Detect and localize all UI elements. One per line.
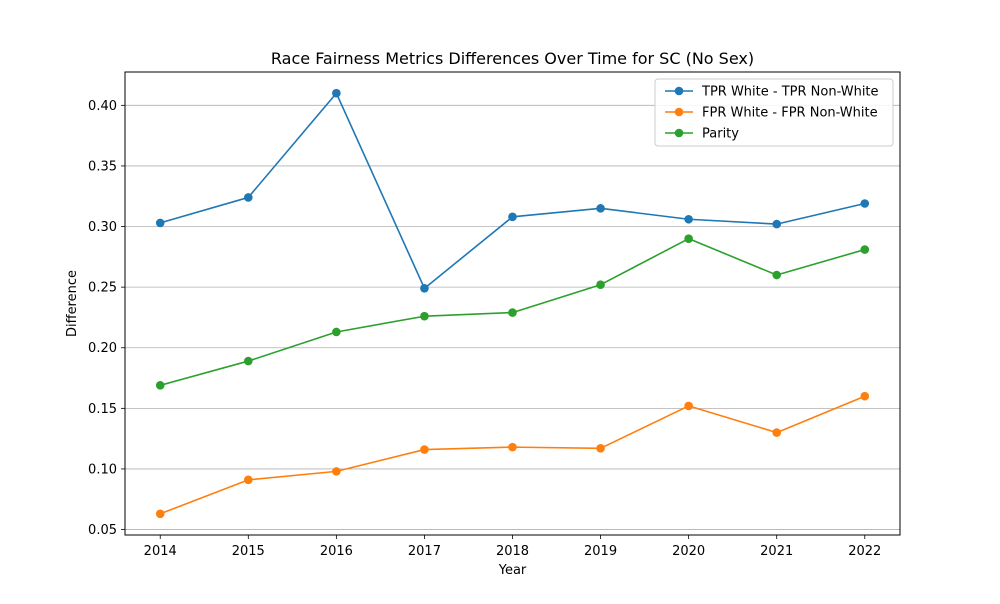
data-point [596, 204, 605, 213]
data-point [332, 467, 341, 476]
data-point [772, 428, 782, 437]
data-point [155, 381, 165, 390]
y-tick-label: 0.30 [88, 220, 117, 235]
data-point [332, 88, 341, 98]
data-point [596, 280, 605, 290]
legend-box [654, 78, 894, 147]
y-tick-label: 0.25 [88, 281, 117, 296]
data-point [243, 356, 253, 366]
x-tick-label: 2021 [760, 544, 793, 559]
data-point [860, 199, 870, 208]
legend-marker [674, 107, 684, 117]
data-point [508, 308, 517, 317]
x-axis-label: Year [498, 563, 527, 578]
x-tick-label: 2020 [672, 544, 705, 559]
data-point [860, 391, 870, 401]
series-1 [155, 88, 870, 293]
x-axis-ticks: 2014 2015 2016 2017 2018 2019 2020 2021 2022 [144, 535, 881, 559]
grid-lines [125, 104, 900, 530]
data-point [420, 311, 429, 321]
legend: TPR White - TPR Non-White FPR White - FPR… [654, 78, 894, 147]
data-point [508, 442, 517, 452]
legend-marker [674, 128, 684, 138]
legend-label: TPR White - TPR Non-White [701, 85, 879, 100]
y-tick-label: 0.40 [88, 99, 117, 114]
x-tick-label: 2014 [144, 544, 177, 559]
y-tick-label: 0.10 [88, 462, 117, 477]
data-point [684, 401, 693, 411]
y-tick-label: 0.20 [88, 341, 117, 356]
data-point [155, 509, 165, 519]
data-point [684, 214, 693, 224]
data-point [332, 327, 341, 337]
series-2 [155, 391, 870, 519]
legend-label: FPR White - FPR Non-White [702, 106, 878, 121]
data-point [772, 219, 782, 229]
chart-title: Race Fairness Metrics Differences Over T… [271, 49, 754, 68]
x-tick-label: 2015 [232, 544, 265, 559]
y-tick-label: 0.15 [88, 402, 117, 417]
x-tick-label: 2017 [408, 544, 441, 559]
data-point [243, 475, 253, 485]
data-series [155, 88, 870, 519]
series-3 [155, 234, 870, 390]
legend-label: Parity [702, 127, 739, 142]
legend-item: Parity [665, 127, 739, 142]
x-tick-label: 2019 [584, 544, 617, 559]
data-point [420, 284, 429, 293]
legend-item: FPR White - FPR Non-White [665, 106, 878, 121]
x-tick-label: 2016 [320, 544, 353, 559]
x-tick-label: 2022 [848, 544, 881, 559]
data-point [420, 445, 429, 454]
data-point [243, 193, 253, 202]
data-point [772, 270, 782, 280]
data-point [684, 234, 693, 243]
x-tick-label: 2018 [496, 544, 529, 559]
data-point [860, 245, 870, 254]
y-tick-label: 0.35 [88, 159, 117, 174]
data-point [508, 212, 517, 222]
y-tick-label: 0.05 [88, 523, 117, 538]
data-point [596, 444, 605, 453]
y-axis-ticks: 0.05 0.10 0.15 0.20 0.25 0.30 0.35 0.40 [88, 99, 125, 538]
y-axis-label: Difference [65, 270, 80, 337]
legend-item: TPR White - TPR Non-White [665, 85, 879, 100]
legend-marker [674, 86, 684, 96]
data-point [155, 218, 165, 228]
